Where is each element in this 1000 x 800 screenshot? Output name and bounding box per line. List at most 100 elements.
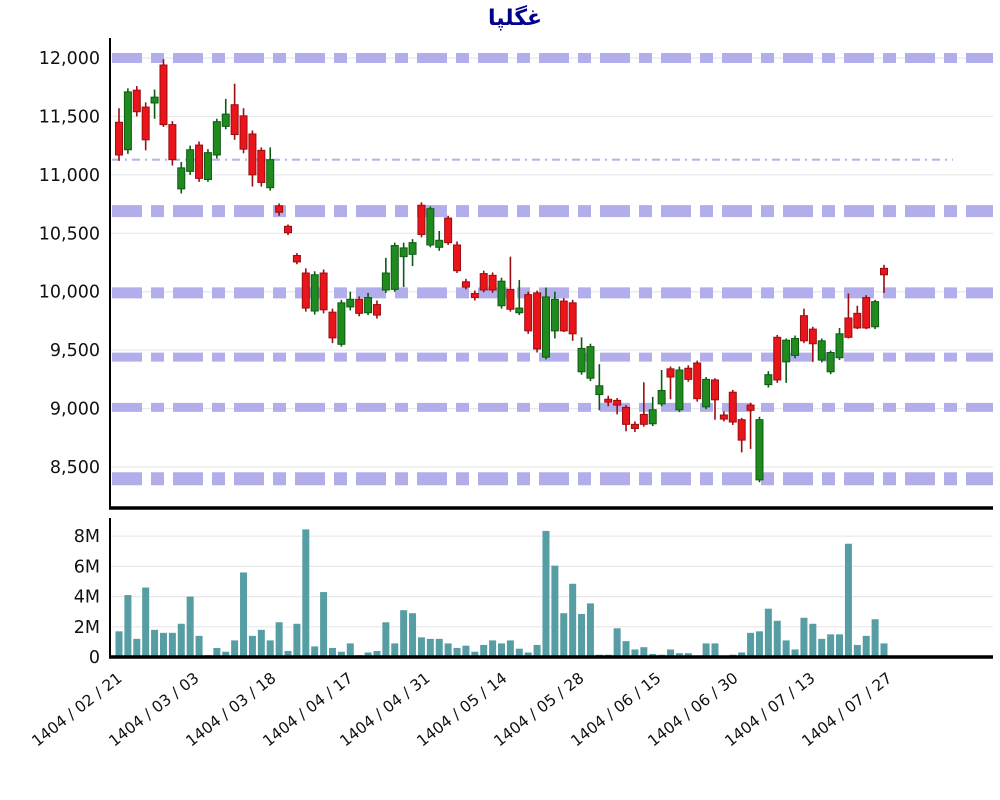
- candle-body: [773, 336, 782, 381]
- candle-body: [399, 247, 408, 258]
- candle-body: [719, 414, 728, 420]
- candle-body: [346, 298, 355, 308]
- candle-body: [284, 225, 293, 234]
- volume-bar: [782, 640, 790, 657]
- candle-body: [328, 311, 337, 339]
- candle-body: [123, 91, 132, 151]
- volume-bar: [435, 638, 443, 657]
- candle-body: [177, 167, 186, 190]
- volume-bar: [747, 632, 755, 657]
- candle-body: [622, 406, 631, 425]
- candle-body: [470, 292, 479, 299]
- volume-bar: [195, 635, 203, 657]
- volume-bar: [417, 637, 425, 657]
- volume-bar: [257, 629, 265, 657]
- candle-body: [764, 374, 773, 386]
- candle-body: [159, 64, 168, 126]
- candle-body: [595, 385, 604, 396]
- candle-body: [524, 294, 533, 332]
- y-axis-tick-label: 10,500: [39, 224, 100, 244]
- y-axis-tick-label: 11,000: [39, 166, 100, 186]
- candle-body: [799, 315, 808, 342]
- chart-title: غگلپا: [487, 6, 543, 31]
- volume-bar: [320, 592, 328, 657]
- volume-bar: [311, 646, 319, 657]
- volume-bar: [844, 543, 852, 657]
- volume-bar: [328, 647, 336, 657]
- candle-body: [381, 272, 390, 291]
- volume-bar: [533, 644, 541, 657]
- candle-body: [817, 340, 826, 361]
- candle-body: [239, 115, 248, 150]
- volume-bar: [400, 610, 408, 657]
- candle-body: [479, 273, 488, 291]
- volume-bar: [222, 651, 230, 657]
- candle-body: [426, 208, 435, 246]
- candle-body: [826, 351, 835, 373]
- volume-bar: [213, 647, 221, 657]
- volume-bar: [275, 622, 283, 657]
- volume-bar: [738, 652, 746, 657]
- volume-bar: [426, 638, 434, 657]
- candle-body: [541, 296, 550, 358]
- volume-bar: [862, 635, 870, 657]
- candle-body: [355, 298, 364, 314]
- volume-axis-tick-label: 2M: [74, 618, 100, 638]
- candle-body: [630, 423, 639, 429]
- volume-bar: [827, 634, 835, 657]
- candle-body: [604, 398, 613, 403]
- candle-body: [577, 347, 586, 373]
- candle-body: [702, 378, 711, 408]
- volume-axis-tick-label: 4M: [74, 588, 100, 608]
- volume-bar: [871, 619, 879, 657]
- volume-bar: [853, 644, 861, 657]
- volume-bar: [186, 596, 194, 657]
- volume-bar: [880, 643, 888, 657]
- candle-body: [755, 419, 764, 481]
- candle-body: [515, 307, 524, 314]
- volume-bar: [809, 623, 817, 657]
- candle-body: [203, 152, 212, 181]
- volume-bar: [293, 623, 301, 657]
- candle-body: [568, 302, 577, 335]
- volume-bar: [622, 641, 630, 657]
- volume-axis-tick-label: 0: [89, 648, 100, 668]
- candle-body: [639, 413, 648, 425]
- volume-bar: [302, 529, 310, 657]
- volume-bar: [453, 647, 461, 657]
- candle-body: [319, 272, 328, 311]
- volume-bar: [373, 650, 381, 657]
- volume-bar: [578, 613, 586, 657]
- candle-body: [559, 300, 568, 332]
- y-axis-tick-label: 9,500: [50, 341, 100, 361]
- candle-body: [782, 339, 791, 363]
- candle-body: [461, 281, 470, 288]
- candle-body: [675, 369, 684, 411]
- candle-body: [488, 274, 497, 291]
- candle-body: [497, 280, 506, 307]
- volume-bar: [364, 652, 372, 657]
- candle-body: [453, 244, 462, 272]
- candle-body: [230, 104, 239, 136]
- candle-body: [550, 298, 559, 332]
- volume-bar: [711, 643, 719, 657]
- volume-bar: [284, 650, 292, 657]
- candle-body: [301, 272, 310, 309]
- volume-axis-tick-label: 8M: [74, 527, 100, 547]
- candle-body: [248, 133, 257, 176]
- volume-bar: [159, 632, 167, 657]
- volume-bar: [586, 603, 594, 657]
- volume-bar: [337, 651, 345, 657]
- volume-bar: [133, 638, 141, 657]
- candle-body: [186, 149, 195, 172]
- volume-bar: [391, 643, 399, 657]
- candle-body: [666, 368, 675, 378]
- volume-bar: [462, 645, 470, 657]
- candle-body: [372, 304, 381, 316]
- volume-bar: [836, 634, 844, 657]
- candle-body: [132, 89, 141, 113]
- volume-bar: [800, 617, 808, 657]
- volume-bar: [773, 620, 781, 657]
- volume-bar: [667, 649, 675, 657]
- volume-bar: [266, 640, 274, 657]
